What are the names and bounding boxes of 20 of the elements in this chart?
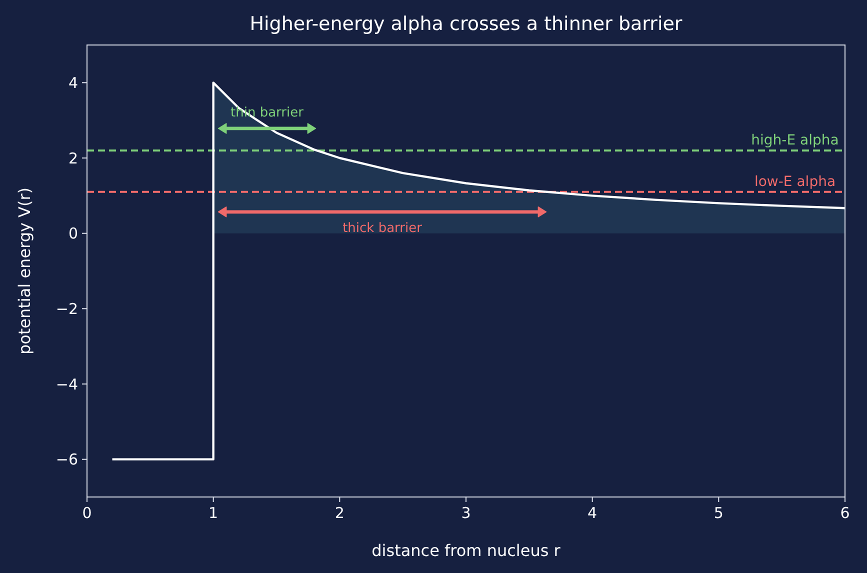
x-tick-label: 3 [461,504,471,522]
y-tick-label: 4 [68,74,78,92]
y-tick-label: −2 [56,300,78,318]
y-axis-title: potential energy V(r) [15,187,34,355]
ref-line-label: low-E alpha [754,174,836,190]
annotation: thick barrier [342,220,423,236]
x-tick-label: 4 [588,504,598,522]
line-series [111,82,846,460]
x-axis-title: distance from nucleus r [372,541,561,560]
y-tick-label: 0 [68,224,78,243]
y-tick-label: 2 [68,149,78,168]
y-tick-label: −6 [56,450,78,469]
x-tick-label: 5 [714,504,724,522]
x-tick-label: 0 [82,504,92,522]
x-tick-label: 2 [334,504,344,522]
x-tick-label: 1 [208,504,218,522]
x-tick-label: 6 [840,504,850,522]
y-tick-label: −4 [56,375,78,394]
ref-line-label: high-E alpha [751,132,839,148]
chart-title: Higher-energy alpha crosses a thinner barrier [250,13,682,35]
